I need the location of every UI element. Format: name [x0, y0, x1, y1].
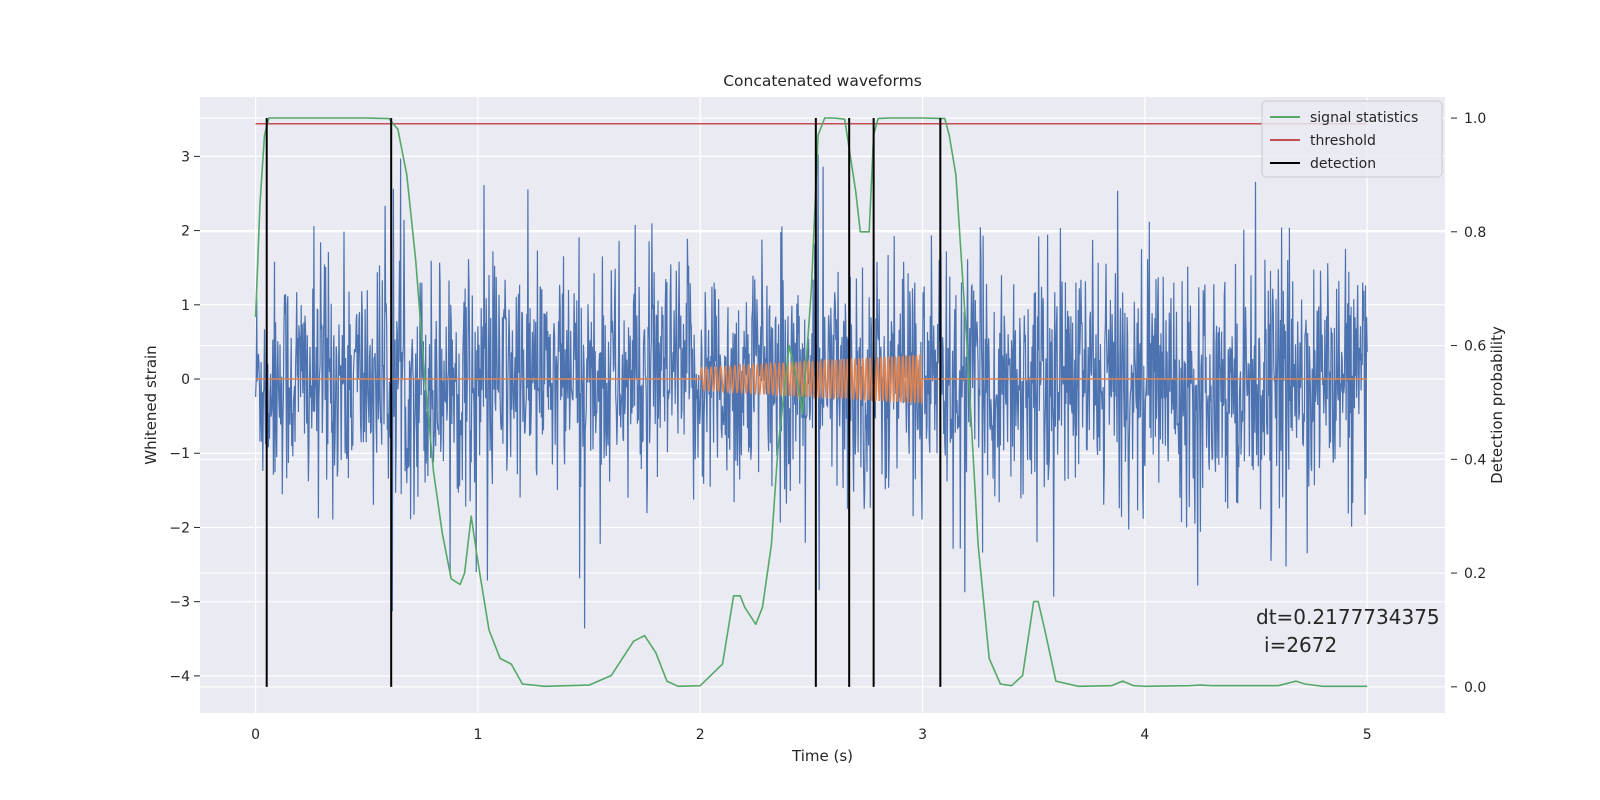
legend-box [1261, 100, 1443, 178]
annotation-i: i=2672 [1264, 633, 1337, 657]
legend: signal statistics threshold detection [1261, 100, 1443, 178]
y-tick-label: −1 [169, 446, 190, 462]
y2-tick-label: 0.0 [1464, 680, 1486, 696]
y-tick-label: 1 [181, 298, 190, 314]
plot-lines [254, 117, 1368, 688]
x-tick-label: 0 [251, 727, 260, 743]
y-tick-label: −2 [169, 520, 190, 536]
y-tick-label: 3 [181, 149, 190, 165]
y-tick-label: 0 [181, 372, 190, 388]
x-axis-label: Time (s) [791, 747, 853, 765]
y2-tick-label: 0.2 [1464, 566, 1486, 582]
annotation-dt: dt=0.2177734375 [1256, 605, 1440, 629]
legend-label: signal statistics [1310, 110, 1418, 126]
y-axis-label: Whitened strain [142, 345, 160, 464]
x-tick-label: 5 [1363, 727, 1372, 743]
x-tick-label: 3 [918, 727, 927, 743]
y2-axis-label: Detection probability [1488, 326, 1506, 484]
legend-label: threshold [1310, 133, 1376, 149]
x-tick-label: 4 [1140, 727, 1149, 743]
legend-label: detection [1310, 156, 1376, 172]
y-axis-ticks: 3 2 1 0 −1 −2 −3 −4 [169, 149, 200, 685]
y2-tick-label: 0.8 [1464, 225, 1486, 241]
y2-tick-label: 1.0 [1464, 111, 1486, 127]
y-tick-label: 2 [181, 224, 190, 240]
chart-title: Concatenated waveforms [723, 72, 922, 90]
y2-axis-ticks: 1.0 0.8 0.6 0.4 0.2 0.0 [1451, 111, 1486, 696]
series-waveform [255, 352, 1368, 405]
x-tick-label: 1 [473, 727, 482, 743]
y-tick-label: −3 [169, 595, 190, 611]
series-signal-statistics [254, 117, 1368, 688]
x-axis-ticks: 0 1 2 3 4 5 [251, 727, 1372, 743]
y2-tick-label: 0.4 [1464, 452, 1486, 468]
y-tick-label: −4 [169, 669, 190, 685]
y2-tick-label: 0.6 [1464, 339, 1486, 355]
x-tick-label: 2 [696, 727, 705, 743]
